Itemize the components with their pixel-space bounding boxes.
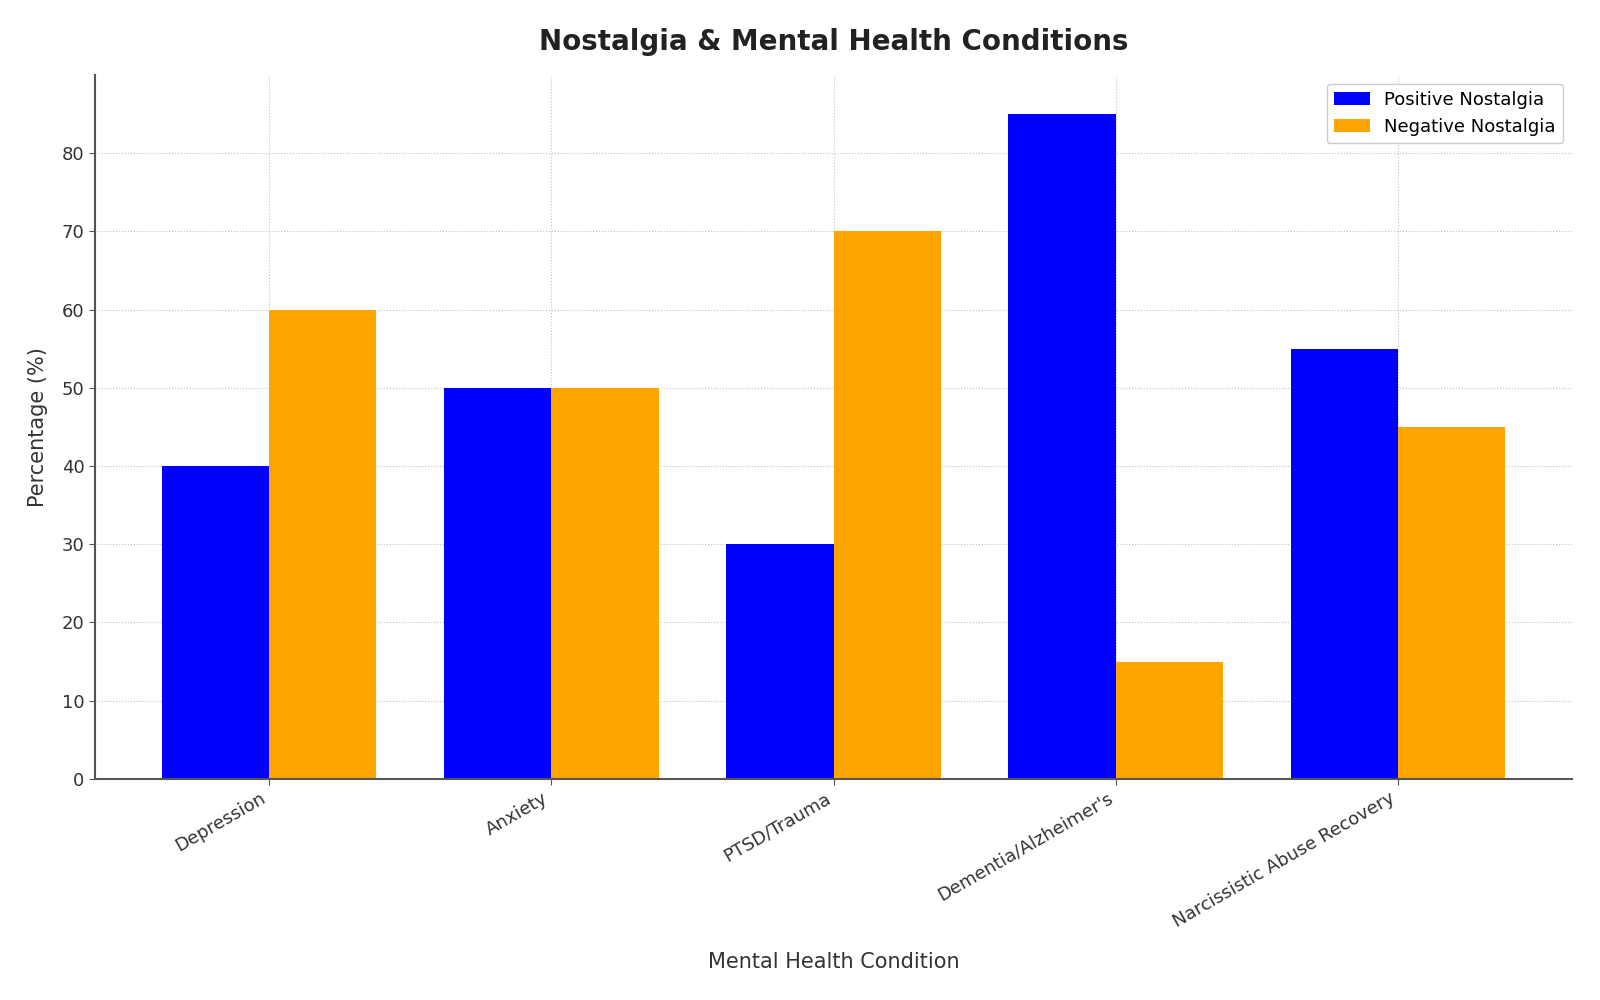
Y-axis label: Percentage (%): Percentage (%) — [27, 347, 48, 507]
Bar — [1008, 114, 1115, 779]
Bar — [834, 231, 941, 779]
Bar — [726, 544, 834, 779]
Bar — [269, 310, 376, 779]
Bar — [1398, 427, 1506, 779]
Bar — [552, 388, 659, 779]
Bar — [445, 388, 552, 779]
X-axis label: Mental Health Condition: Mental Health Condition — [707, 952, 960, 972]
Bar — [1291, 349, 1398, 779]
Bar — [162, 466, 269, 779]
Title: Nostalgia & Mental Health Conditions: Nostalgia & Mental Health Conditions — [539, 28, 1128, 56]
Legend: Positive Nostalgia, Negative Nostalgia: Positive Nostalgia, Negative Nostalgia — [1326, 84, 1563, 143]
Bar — [1115, 662, 1222, 779]
